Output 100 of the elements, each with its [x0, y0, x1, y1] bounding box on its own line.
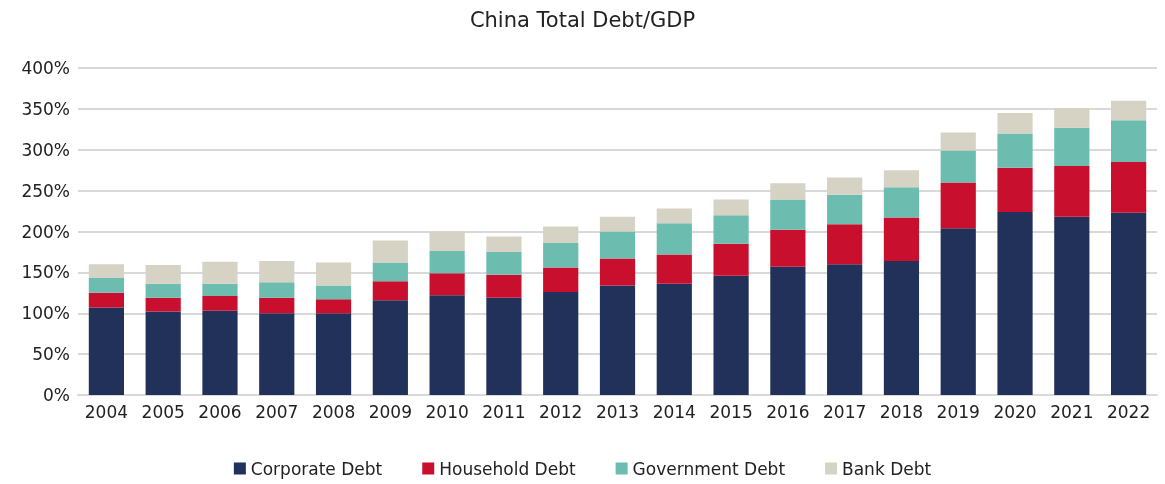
- bar: [372, 281, 408, 301]
- bar: [372, 240, 408, 263]
- bar: [145, 283, 181, 298]
- legend-label: Household Debt: [439, 458, 576, 479]
- y-tick-label: 0%: [43, 385, 70, 405]
- bar: [315, 285, 352, 300]
- bar: [713, 243, 749, 276]
- bar: [88, 278, 124, 293]
- bar: [315, 299, 352, 314]
- bar: [827, 177, 863, 195]
- bar: [997, 133, 1033, 168]
- bar: [599, 216, 636, 232]
- bar: [599, 231, 636, 259]
- bar: [883, 170, 920, 188]
- bar: [827, 194, 863, 225]
- bar: [145, 265, 181, 284]
- bar: [486, 274, 522, 298]
- bar: [713, 275, 749, 395]
- bar: [372, 262, 408, 282]
- bar: [88, 307, 124, 395]
- bar: [145, 297, 181, 312]
- bar: [656, 208, 692, 224]
- bar: [372, 300, 408, 395]
- x-tick-label: 2015: [709, 401, 753, 422]
- bar: [1054, 108, 1090, 128]
- y-tick-label: 400%: [21, 58, 70, 78]
- bar: [1111, 162, 1147, 213]
- x-tick-label: 2007: [255, 401, 299, 422]
- y-tick-label: 50%: [32, 344, 70, 365]
- bar: [88, 264, 124, 279]
- legend-label: Corporate Debt: [250, 458, 383, 479]
- bar: [1111, 100, 1147, 121]
- x-tick-label: 2022: [1106, 401, 1151, 422]
- bar: [429, 295, 465, 395]
- x-tick-label: 2021: [1050, 401, 1094, 422]
- y-tick-label: 250%: [21, 180, 70, 201]
- bar: [202, 283, 238, 297]
- legend-label: Bank Debt: [842, 458, 932, 479]
- bar: [429, 231, 465, 252]
- x-tick-label: 2010: [425, 401, 469, 422]
- bar: [713, 215, 749, 244]
- legend-label: Government Debt: [632, 458, 786, 479]
- bar: [827, 264, 863, 395]
- bar: [259, 260, 295, 283]
- bar: [713, 199, 749, 216]
- y-tick-label: 100%: [21, 303, 70, 324]
- x-tick-label: 2016: [766, 401, 810, 422]
- x-tick-label: 2004: [84, 401, 129, 422]
- bar: [202, 310, 238, 395]
- bar: [543, 267, 579, 292]
- bar: [770, 199, 806, 230]
- x-tick-label: 2012: [539, 401, 583, 422]
- x-tick-label: 2014: [652, 401, 696, 422]
- x-tick-label: 2011: [482, 401, 526, 422]
- bar: [656, 254, 692, 284]
- bar: [1054, 166, 1090, 217]
- bar: [486, 251, 522, 275]
- bar: [88, 292, 124, 308]
- bar: [315, 262, 352, 286]
- bar: [827, 224, 863, 265]
- bar: [1054, 127, 1090, 167]
- bar: [770, 229, 806, 267]
- bar: [543, 242, 579, 268]
- x-tick-label: 2017: [823, 401, 867, 422]
- y-tick-label: 350%: [21, 98, 70, 119]
- bar: [997, 112, 1033, 134]
- bar: [543, 226, 579, 243]
- bar: [429, 251, 465, 274]
- bar: [770, 266, 806, 395]
- bar: [940, 228, 976, 395]
- x-tick-label: 2008: [311, 401, 356, 422]
- bar: [599, 285, 636, 395]
- bar: [315, 313, 352, 395]
- bar: [1054, 216, 1090, 395]
- bar: [883, 217, 920, 261]
- bar: [940, 182, 976, 229]
- bar: [259, 282, 295, 298]
- bar: [259, 313, 295, 395]
- bar: [940, 150, 976, 183]
- bar: [997, 211, 1033, 395]
- y-tick-label: 150%: [21, 262, 70, 283]
- bar: [1111, 120, 1147, 163]
- bar: [486, 297, 522, 395]
- bar: [770, 183, 806, 200]
- y-tick-label: 200%: [21, 221, 70, 242]
- bar: [997, 167, 1033, 212]
- x-tick-label: 2019: [936, 401, 980, 422]
- x-tick-label: 2009: [368, 401, 412, 422]
- bar: [656, 283, 692, 395]
- x-tick-label: 2020: [993, 401, 1037, 422]
- bar: [259, 297, 295, 314]
- bar: [145, 311, 181, 395]
- x-tick-label: 2006: [198, 401, 242, 422]
- x-tick-label: 2005: [141, 401, 185, 422]
- bar: [202, 296, 238, 311]
- bar: [429, 273, 465, 296]
- x-tick-label: 2013: [595, 401, 640, 422]
- bar: [202, 261, 238, 284]
- bar: [883, 187, 920, 218]
- bar: [486, 236, 522, 252]
